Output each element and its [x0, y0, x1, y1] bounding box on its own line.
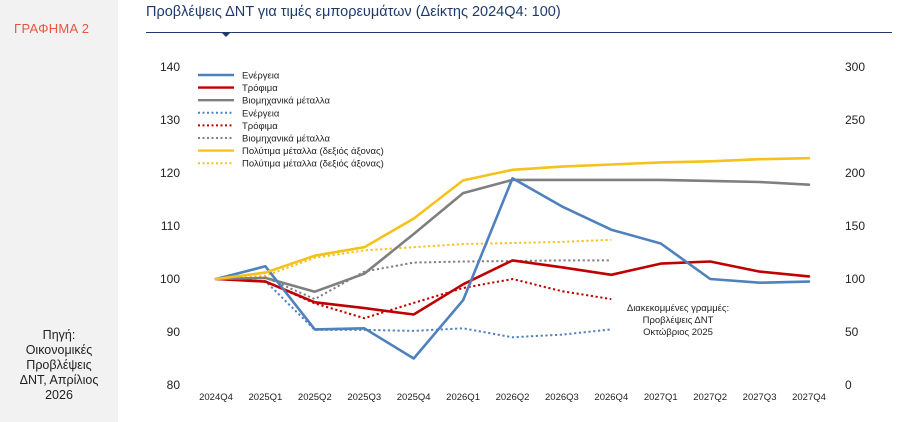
x-tick-label: 2027Q3	[743, 392, 777, 403]
x-tick-label: 2024Q4	[199, 392, 233, 403]
y-left-tick-label: 120	[160, 166, 180, 180]
x-tick-label: 2025Q3	[347, 392, 381, 403]
y-axis-left: 80 90 100 110 120 130 140	[160, 60, 180, 392]
x-tick-label: 2027Q4	[792, 392, 826, 403]
series-line-precious-dashed	[215, 238, 612, 280]
y-right-tick-label: 50	[845, 325, 859, 339]
title-divider-notch	[222, 33, 230, 37]
series-line-food	[214, 259, 811, 316]
dashed-lines-note: Διακεκομμένες γραμμές: Προβλέψεις ΔΝΤ Οκτώ…	[627, 303, 729, 338]
legend-entry-label: Τρόφιμα	[242, 121, 278, 132]
y-right-tick-label: 100	[845, 272, 865, 286]
series-line-energy-dashed	[215, 278, 612, 339]
legend-entry-label: Τρόφιμα	[242, 83, 278, 94]
y-right-tick-label: 300	[845, 60, 865, 74]
series-line-metals-dashed	[215, 259, 612, 301]
note-line: Διακεκομμένες γραμμές:	[627, 303, 729, 314]
sidebar: ΓΡΑΦΗΜΑ 2 Πηγή: Οικονομικές Προβλέψεις Δ…	[0, 0, 118, 422]
y-right-tick-label: 250	[845, 113, 865, 127]
note-line: Οκτώβριος 2025	[643, 327, 713, 338]
y-left-tick-label: 140	[160, 60, 180, 74]
y-right-tick-label: 200	[845, 166, 865, 180]
title-divider	[146, 32, 892, 33]
x-tick-label: 2025Q4	[397, 392, 431, 403]
legend-entry-label: Ενέργεια	[242, 108, 280, 119]
x-tick-label: 2025Q1	[249, 392, 283, 403]
y-right-tick-label: 0	[845, 378, 852, 392]
legend-entry-label: Βιομηχανικά μέταλλα	[242, 96, 331, 107]
legend-entry-label: Πολύτιμα μέταλλα (δεξιός άξονας)	[242, 159, 384, 170]
note-line: Προβλέψεις ΔΝΤ	[643, 315, 714, 326]
y-left-tick-label: 80	[167, 378, 181, 392]
x-tick-label: 2026Q4	[594, 392, 628, 403]
series-line-energy	[214, 177, 811, 360]
x-tick-label: 2026Q2	[496, 392, 530, 403]
legend-entry-label: Ενέργεια	[242, 71, 280, 82]
series-lines	[214, 156, 811, 360]
y-right-tick-label: 150	[845, 219, 865, 233]
legend-entry-label: Βιομηχανικά μέταλλα	[242, 134, 331, 145]
x-tick-label: 2027Q2	[693, 392, 727, 403]
source-note: Πηγή: Οικονομικές Προβλέψεις ΔΝΤ, Απρίλι…	[19, 328, 99, 402]
x-tick-label: 2026Q1	[446, 392, 480, 403]
legend-entry-label: Πολύτιμα μέταλλα (δεξιός άξονας)	[242, 146, 384, 157]
chart-number-label: ΓΡΑΦΗΜΑ 2	[14, 21, 90, 36]
x-tick-label: 2025Q2	[298, 392, 332, 403]
series-line-precious	[214, 156, 811, 281]
x-tick-label: 2026Q3	[545, 392, 579, 403]
y-left-tick-label: 130	[160, 113, 180, 127]
y-left-tick-label: 90	[167, 325, 181, 339]
x-tick-label: 2027Q1	[644, 392, 678, 403]
series-line-metals	[214, 178, 811, 294]
y-axis-right: 0 50 100 150 200 250 300	[845, 60, 865, 392]
chart-title: Προβλέψεις ΔΝΤ για τιμές εμπορευμάτων (Δ…	[146, 4, 561, 20]
y-left-tick-label: 100	[160, 272, 180, 286]
x-axis: 2024Q4 2025Q1 2025Q2 2025Q3 2025Q4 2026Q1 2026…	[199, 392, 826, 403]
y-left-tick-label: 110	[161, 219, 180, 233]
